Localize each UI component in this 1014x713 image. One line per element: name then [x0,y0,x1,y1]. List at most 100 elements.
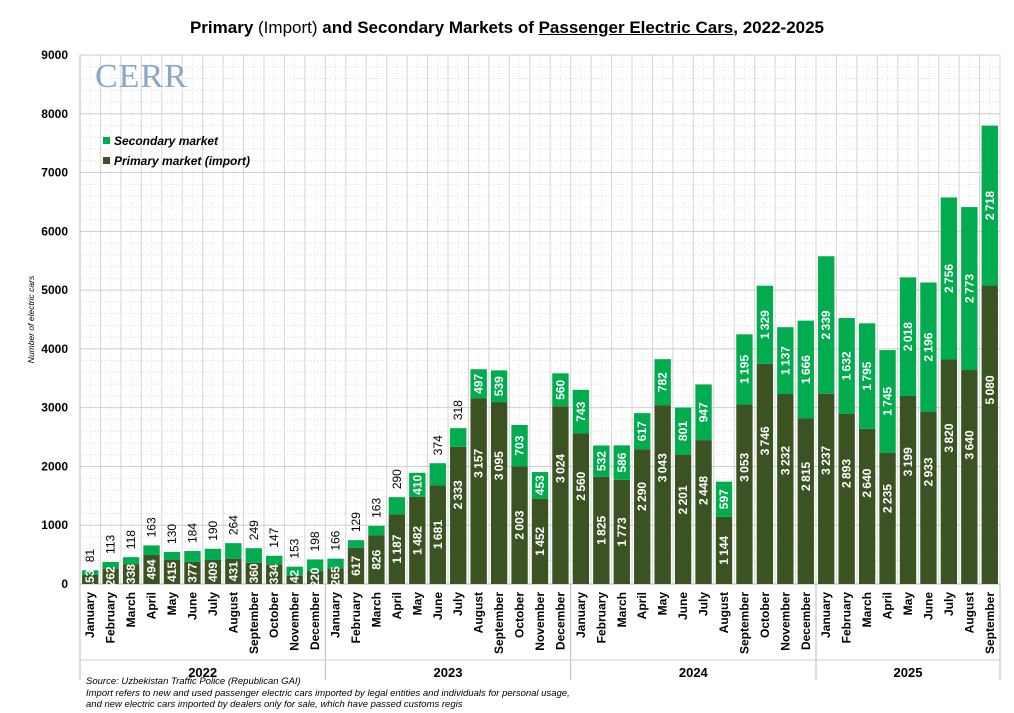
bar-secondary [756,285,774,364]
bar-secondary [981,125,998,286]
secondary-data-label: 597 [717,489,731,509]
primary-data-label: 1 681 [431,520,445,549]
bar-primary [593,476,610,584]
secondary-data-label: 586 [615,452,629,472]
title-part: and Secondary Markets of [322,18,539,37]
bar-primary [572,433,590,584]
bar-secondary [818,256,835,394]
x-tick-label: January [329,592,343,638]
bar-secondary [306,559,324,572]
x-tick-label: June [431,592,445,620]
primary-data-label: 2 893 [840,459,854,488]
bar-secondary [470,369,487,399]
secondary-data-label: 782 [656,372,670,392]
bar-secondary [368,525,385,536]
bar-secondary [797,320,814,419]
bar-primary [327,568,344,584]
secondary-data-label: 290 [390,469,404,489]
secondary-data-label: 190 [206,520,220,540]
x-tick-label: April [635,592,649,619]
bar-primary [777,394,794,584]
primary-data-label: 2 333 [451,480,465,509]
x-tick-label: July [942,592,956,616]
primary-data-label: 153 [83,569,97,589]
secondary-data-label: 410 [410,475,424,495]
x-tick-label: October [267,592,281,638]
x-tick-label: October [513,592,527,638]
primary-data-label: 265 [329,566,343,586]
year-label: 2023 [434,665,463,680]
y-tick-label: 6000 [41,224,68,238]
bar-primary [184,561,201,584]
secondary-data-label: 539 [492,376,506,396]
x-tick-label: August [472,592,486,633]
primary-data-label: 5 080 [983,375,997,404]
bar-primary [286,575,303,584]
x-tick-label: May [901,592,915,616]
x-tick-label: January [574,592,588,638]
bar-primary [102,568,119,584]
primary-data-label: 3 232 [778,446,792,475]
bar-primary [245,562,262,584]
primary-data-label: 377 [185,563,199,583]
secondary-data-label: 163 [145,517,159,537]
primary-data-label: 494 [145,559,159,579]
x-tick-label: April [390,592,404,619]
year-label: 2025 [894,665,923,680]
bar-primary [613,479,630,584]
primary-data-label: 409 [206,562,220,582]
primary-data-label: 2 290 [635,482,649,511]
bar-primary [634,449,651,584]
bar-secondary [838,318,855,414]
primary-data-label: 3 199 [901,447,915,476]
x-tick-label: April [881,592,895,619]
bar-secondary [327,558,344,569]
bar-secondary [511,424,528,467]
bar-secondary [695,384,712,441]
secondary-data-label: 166 [329,530,343,550]
y-tick-label: 4000 [41,342,68,356]
bar-primary [654,405,671,584]
x-tick-label: December [308,592,322,650]
primary-data-label: 2 815 [799,462,813,491]
bar-secondary [593,445,610,477]
primary-data-label: 1 482 [410,526,424,555]
year-label: 2024 [679,665,709,680]
primary-data-label: 2 448 [697,476,711,505]
y-tick-label: 8000 [41,107,68,121]
bar-primary [470,398,487,584]
secondary-data-label: 129 [349,512,363,532]
bar-secondary [899,277,917,396]
primary-data-label: 1 825 [594,515,608,544]
bar-secondary [122,557,140,565]
x-tick-label: March [860,592,874,627]
x-tick-label: December [799,592,813,650]
legend-swatch-primary [103,157,110,164]
bar-primary [409,496,426,584]
x-tick-label: March [369,592,383,627]
bar-secondary [654,359,671,406]
x-tick-label: November [778,592,792,651]
bar-secondary [490,370,508,403]
bar-secondary [409,472,426,497]
legend-label-secondary: Secondary market [114,134,219,148]
secondary-data-label: 1 745 [881,386,895,415]
bar-secondary [531,472,549,499]
bar-secondary [674,407,692,455]
primary-data-label: 2 201 [676,485,690,514]
secondary-data-label: 2 756 [942,264,956,293]
bar-primary [715,516,733,584]
bar-primary [818,393,835,584]
bar-primary [450,446,467,584]
bar-primary [511,466,528,584]
secondary-data-label: 453 [533,475,547,495]
x-tick-label: May [410,592,424,616]
bar-secondary [266,555,283,565]
footnote: and new electric cars imported by dealer… [86,699,463,710]
secondary-data-label: 703 [513,435,527,455]
source-note: Source: Uzbekistan Traffic Police (Repub… [86,676,301,687]
bar-primary [552,406,569,584]
bar-secondary [879,350,896,453]
bar-primary [756,363,774,584]
